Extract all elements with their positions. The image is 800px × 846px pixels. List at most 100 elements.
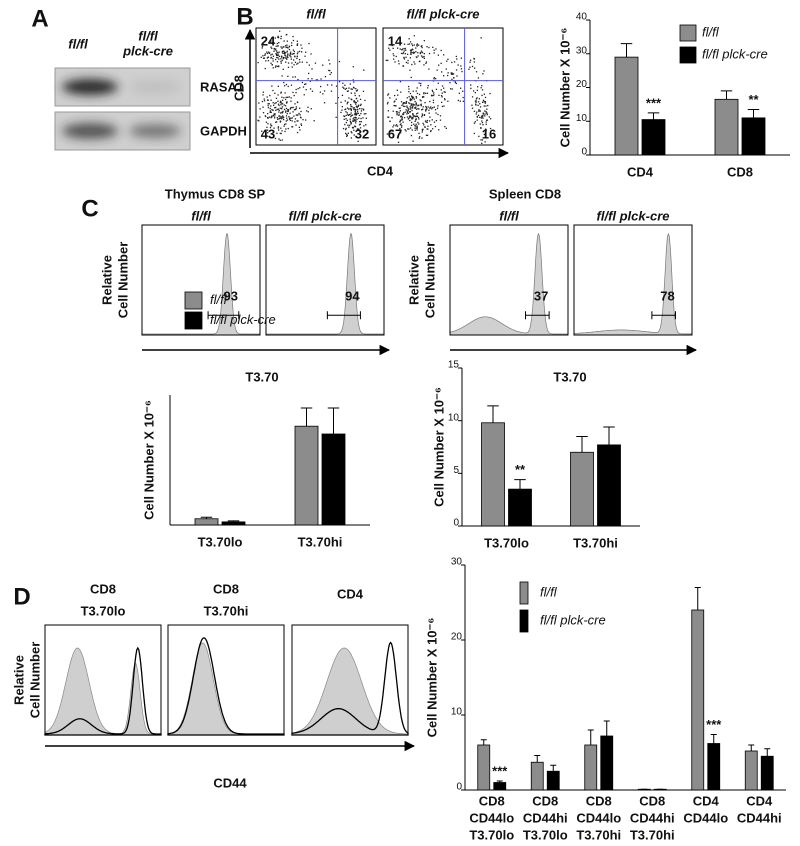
dot: [283, 125, 285, 127]
dot: [308, 64, 310, 66]
dot: [290, 97, 292, 99]
dot: [399, 81, 402, 83]
dot: [348, 97, 350, 99]
dot: [296, 101, 299, 103]
legend-label: fl/fl: [540, 584, 558, 599]
x-tick-label: CD44lo: [576, 810, 621, 825]
dot: [361, 108, 363, 110]
dot: [275, 106, 277, 109]
dot: [412, 96, 414, 98]
dot: [425, 105, 427, 108]
dot: [351, 132, 353, 134]
dot: [362, 108, 365, 110]
dot: [406, 105, 408, 107]
dot: [292, 76, 294, 78]
dot: [424, 126, 426, 128]
dot: [269, 107, 271, 110]
dot: [291, 42, 293, 44]
dot: [264, 53, 266, 55]
dot: [354, 101, 356, 103]
dot: [399, 119, 402, 121]
legend-swatch: [679, 24, 697, 42]
dot: [293, 115, 295, 117]
dot: [343, 87, 345, 89]
dot: [426, 134, 429, 136]
dot: [359, 130, 362, 133]
dot: [484, 113, 486, 115]
dot: [345, 127, 347, 130]
dot: [426, 108, 428, 110]
dot: [447, 72, 449, 74]
dot: [410, 76, 412, 79]
dot: [480, 37, 482, 39]
histogram: [449, 232, 569, 336]
dot: [263, 57, 266, 59]
dot: [292, 49, 294, 51]
dot: [280, 37, 282, 40]
dot: [348, 114, 350, 116]
dot: [276, 61, 279, 63]
dot: [429, 116, 431, 118]
error-bar: [587, 729, 594, 745]
dot: [275, 121, 277, 123]
dot: [285, 115, 288, 117]
dot: [479, 116, 481, 118]
dot: [266, 96, 268, 98]
gate-value: 37: [534, 289, 548, 304]
dot: [329, 73, 331, 76]
dot: [428, 112, 430, 114]
dot: [345, 87, 348, 90]
dot: [414, 125, 416, 127]
dot: [277, 127, 279, 129]
dot: [407, 107, 409, 109]
quadrant-value: 24: [261, 33, 276, 48]
y-tick-label: 20: [451, 632, 463, 643]
dot: [359, 108, 361, 110]
dot: [473, 132, 475, 135]
error-bar: [710, 734, 717, 744]
dot: [289, 107, 292, 109]
axis-label: Cell Number: [422, 242, 437, 319]
dot: [296, 43, 299, 45]
dot: [288, 46, 290, 48]
dot: [274, 37, 276, 39]
dot: [451, 72, 453, 74]
dot: [408, 102, 410, 104]
dot: [308, 42, 310, 45]
error-bar: [747, 108, 760, 118]
dot: [355, 101, 357, 104]
dot: [385, 59, 387, 61]
dot: [423, 124, 425, 126]
dot: [280, 91, 282, 93]
legend-swatch: [519, 581, 529, 605]
dot: [409, 111, 411, 113]
dot: [322, 93, 324, 95]
dot: [285, 102, 288, 104]
y-axis-label: Cell Number X 10⁻⁶: [557, 28, 572, 148]
dot: [346, 119, 348, 121]
dot: [419, 99, 421, 101]
dot: [266, 126, 268, 128]
dot: [311, 90, 314, 92]
dot: [483, 133, 485, 136]
dot: [350, 109, 352, 112]
dot: [270, 111, 272, 113]
dot: [355, 114, 357, 116]
dot: [426, 119, 428, 122]
y-axis-label: Cell Number X 10⁻⁶: [431, 387, 446, 507]
y-axis-label: Cell Number X 10⁻⁶: [141, 400, 156, 520]
dot: [405, 56, 407, 58]
dot: [362, 109, 365, 111]
quadrant-value: 16: [482, 126, 496, 141]
dot: [457, 64, 459, 66]
dot: [394, 105, 396, 107]
dot: [272, 67, 274, 69]
dot: [412, 117, 414, 119]
dot: [401, 117, 403, 120]
plot-frame: [44, 624, 162, 736]
blot-band: [129, 80, 181, 94]
bar: [691, 609, 705, 791]
dot: [430, 124, 432, 126]
dot: [296, 44, 298, 46]
dot: [433, 52, 435, 54]
